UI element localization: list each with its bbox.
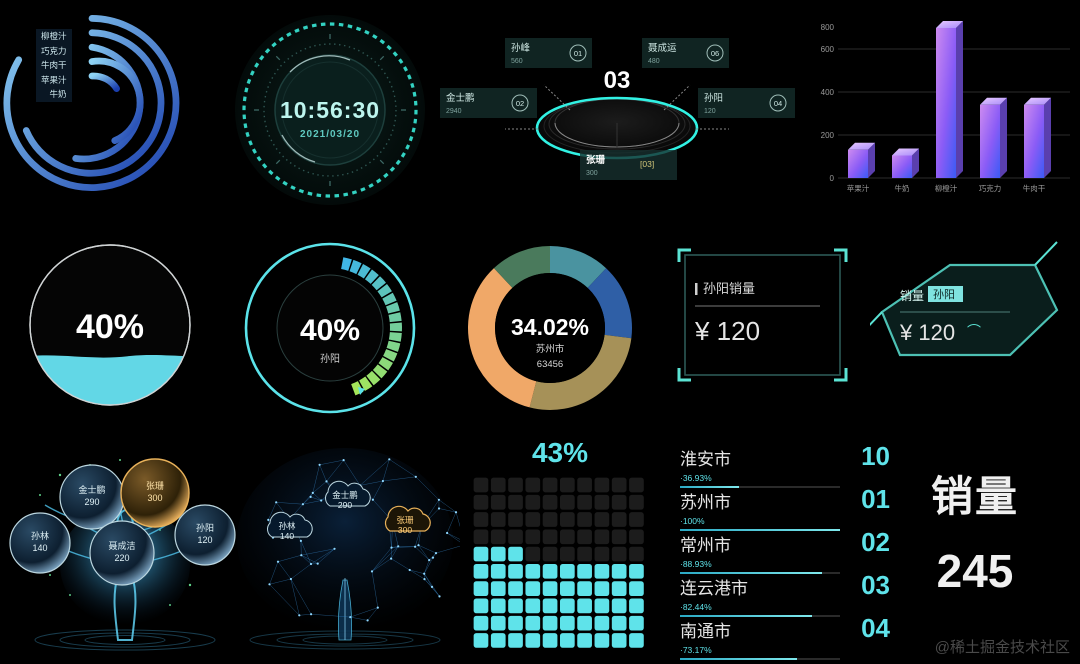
svg-text:张珊: 张珊 <box>586 154 606 166</box>
svg-text:张珊: 张珊 <box>146 481 164 491</box>
svg-text:120: 120 <box>704 108 716 115</box>
svg-text:孙阳: 孙阳 <box>320 352 340 365</box>
svg-text:孙林: 孙林 <box>31 530 49 541</box>
svg-text:300: 300 <box>147 493 162 503</box>
svg-text:40%: 40% <box>300 314 360 347</box>
svg-text:孙阳: 孙阳 <box>196 522 214 533</box>
svg-text:孙阳: 孙阳 <box>933 288 955 301</box>
svg-text:牛奶: 牛奶 <box>895 183 910 193</box>
svg-text:480: 480 <box>648 58 660 65</box>
svg-text:01: 01 <box>574 49 582 58</box>
svg-text:孙阳: 孙阳 <box>704 92 723 104</box>
svg-text:巧克力: 巧克力 <box>979 183 1002 193</box>
svg-text:孙峰: 孙峰 <box>511 42 531 54</box>
svg-text:300: 300 <box>398 525 412 535</box>
svg-text:⌒: ⌒ <box>967 323 981 339</box>
svg-text:金士鹏: 金士鹏 <box>332 490 358 500</box>
svg-text:张珊: 张珊 <box>396 515 414 525</box>
svg-text:34.02%: 34.02% <box>511 314 589 340</box>
svg-text:400: 400 <box>821 88 835 97</box>
svg-text:2940: 2940 <box>446 108 462 115</box>
svg-text:牛肉干: 牛肉干 <box>1023 183 1046 193</box>
svg-text:220: 220 <box>114 553 129 563</box>
svg-text:04: 04 <box>774 99 782 108</box>
svg-text:苏州市: 苏州市 <box>536 343 565 355</box>
svg-text:02: 02 <box>516 99 524 108</box>
svg-text:2021/03/20: 2021/03/20 <box>300 129 360 140</box>
svg-text:560: 560 <box>511 58 523 65</box>
svg-text:销量: 销量 <box>900 289 924 303</box>
svg-text:600: 600 <box>821 45 835 54</box>
svg-text:聂成运: 聂成运 <box>648 42 677 54</box>
svg-text:10:56:30: 10:56:30 <box>280 97 380 123</box>
svg-text:290: 290 <box>84 497 99 507</box>
svg-text:金士鹏: 金士鹏 <box>78 484 105 495</box>
svg-text:290: 290 <box>338 500 352 510</box>
svg-text:06: 06 <box>711 49 719 58</box>
svg-text:0: 0 <box>830 174 835 183</box>
svg-text:120: 120 <box>197 535 212 545</box>
svg-text:63456: 63456 <box>537 359 563 370</box>
svg-text:200: 200 <box>821 131 835 140</box>
svg-text:金士鹏: 金士鹏 <box>446 92 475 104</box>
svg-text:40%: 40% <box>76 308 144 346</box>
svg-text:800: 800 <box>821 23 835 32</box>
svg-text:¥ 120: ¥ 120 <box>694 316 760 346</box>
svg-text:03: 03 <box>604 67 631 94</box>
svg-text:300: 300 <box>586 170 598 177</box>
svg-text:140: 140 <box>32 543 47 553</box>
svg-text:[03]: [03] <box>640 159 654 169</box>
svg-text:孙林: 孙林 <box>278 521 296 531</box>
svg-text:¥ 120: ¥ 120 <box>899 320 955 345</box>
svg-text:聂成洁: 聂成洁 <box>108 540 135 551</box>
svg-text:苹果汁: 苹果汁 <box>847 183 870 193</box>
svg-text:柳橙汁: 柳橙汁 <box>935 183 958 193</box>
svg-text:140: 140 <box>280 531 294 541</box>
svg-text:孙阳销量: 孙阳销量 <box>703 281 755 296</box>
